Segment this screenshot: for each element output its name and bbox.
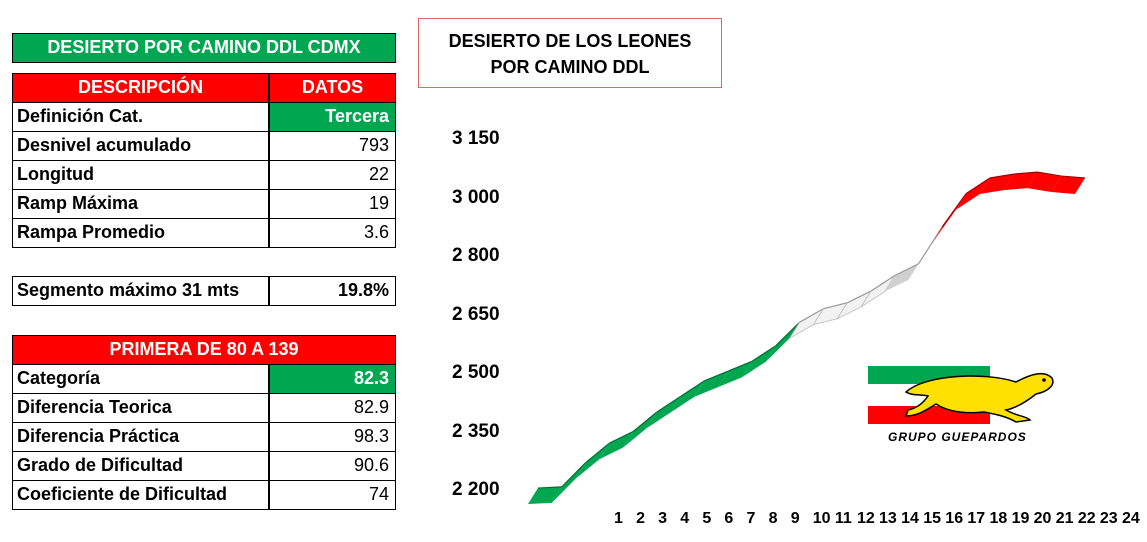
chart-title: DESIERTO DE LOS LEONES POR CAMINO DDL <box>418 18 722 88</box>
x-tick-label: 16 <box>945 510 964 527</box>
x-tick-label: 7 <box>746 510 756 527</box>
main-title: DESIERTO POR CAMINO DDL CDMX <box>12 33 396 63</box>
segment-label: Segmento máximo 31 mts <box>12 276 269 306</box>
profile-edge <box>918 226 943 265</box>
profile-edge <box>585 442 610 464</box>
profile-edge <box>656 395 682 413</box>
profile-segment <box>528 486 562 505</box>
profile-segment <box>956 178 990 210</box>
profile-edge <box>537 486 562 489</box>
table2-row-label: Categoría <box>12 364 269 394</box>
profile-edge <box>823 302 848 310</box>
y-tick-label: 2 350 <box>452 420 500 442</box>
profile-edge <box>989 173 1014 179</box>
profile-segment <box>551 462 586 503</box>
profile-segment <box>765 322 800 362</box>
x-tick-label: 12 <box>856 510 875 527</box>
profile-edge <box>799 308 824 323</box>
table2-row-label: Coeficiente de Dificultad <box>12 480 269 510</box>
profile-edge <box>1013 171 1038 175</box>
y-tick-label: 3 000 <box>452 186 500 208</box>
x-tick-label: 15 <box>923 510 941 527</box>
x-tick-label: 19 <box>1011 510 1030 527</box>
profile-segment <box>718 361 753 388</box>
table1-header-data: DATOS <box>269 73 396 103</box>
x-tick-label: 3 <box>658 510 668 527</box>
x-tick-label: 23 <box>1099 510 1118 527</box>
x-tick-label: 2 <box>636 510 645 527</box>
x-tick-label: 1 <box>614 510 623 527</box>
cheetah-logo-icon <box>868 366 1054 424</box>
x-tick-label: 5 <box>702 510 712 527</box>
profile-edge <box>751 345 777 362</box>
table2-row-label: Grado de Dificultad <box>12 451 269 481</box>
table2-row-label: Diferencia Práctica <box>12 422 269 452</box>
profile-segment <box>1003 172 1038 191</box>
profile-segment <box>742 345 776 378</box>
profile-edge <box>1037 171 1062 177</box>
table1-row-value: 3.6 <box>269 218 396 248</box>
table2-row-value: 98.3 <box>269 422 396 452</box>
logo-text: GRUPO GUEPARDOS <box>888 430 1027 444</box>
x-tick-label: 22 <box>1077 510 1096 527</box>
profile-edge <box>846 290 872 304</box>
profile-segment <box>670 380 705 413</box>
profile-segment <box>860 275 896 308</box>
x-tick-label: 8 <box>768 510 778 527</box>
profile-segment <box>575 443 610 479</box>
y-tick-label: 3 150 <box>452 128 500 149</box>
profile-segment <box>1051 176 1085 194</box>
guepardos-logo: GRUPO GUEPARDOS <box>866 364 1066 454</box>
profile-edge <box>965 177 991 195</box>
x-tick-label: 11 <box>834 510 852 527</box>
profile-edge <box>894 263 919 277</box>
table2-row-value: 74 <box>269 480 396 510</box>
x-tick-label: 4 <box>680 510 690 527</box>
x-tick-label: 10 <box>812 510 831 527</box>
profile-segment <box>623 412 657 448</box>
profile-edge <box>632 411 658 432</box>
profile-edge <box>609 430 634 444</box>
x-tick-label: 24 <box>1122 510 1140 527</box>
y-tick-label: 2 650 <box>452 303 500 325</box>
y-tick-label: 2 200 <box>452 479 500 500</box>
chart-title-line-2: POR CAMINO DDL <box>490 57 650 77</box>
profile-segment <box>1027 172 1062 193</box>
x-tick-label: 14 <box>901 510 919 527</box>
table1-row-label: Desnivel acumulado <box>12 131 269 161</box>
y-tick-label: 2 800 <box>452 245 500 266</box>
x-tick-label: 17 <box>967 510 986 527</box>
profile-segment <box>884 263 919 292</box>
profile-edge <box>870 274 896 292</box>
profile-segment <box>599 431 634 460</box>
profile-edge <box>1061 175 1086 179</box>
table2-row-value: 82.3 <box>269 364 396 394</box>
x-tick-label: 6 <box>724 510 734 527</box>
chart-title-line-1: DESIERTO DE LOS LEONES <box>448 31 692 51</box>
table1-row-label: Rampa Promedio <box>12 218 269 248</box>
x-tick-label: 18 <box>989 510 1008 527</box>
profile-segment <box>979 174 1014 194</box>
x-tick-label: 20 <box>1033 510 1052 527</box>
table1-row-value: 22 <box>269 160 396 190</box>
table2-row-value: 82.9 <box>269 393 396 423</box>
table1-row-value: Tercera <box>269 102 396 132</box>
profile-edge <box>704 370 729 382</box>
table2-header: PRIMERA DE 80 A 139 <box>12 335 396 365</box>
profile-edge <box>728 360 753 372</box>
segment-value: 19.8% <box>269 276 396 306</box>
table1-row-value: 793 <box>269 131 396 161</box>
profile-edge <box>680 380 705 397</box>
profile-segment <box>646 396 681 428</box>
x-tick-label: 9 <box>790 510 800 527</box>
profile-segment <box>694 371 729 397</box>
x-tick-label: 21 <box>1055 510 1074 527</box>
x-tick-label: 13 <box>879 510 897 527</box>
y-tick-label: 2 500 <box>452 362 500 383</box>
profile-edge <box>941 193 967 228</box>
profile-edge <box>775 321 801 347</box>
table1-row-label: Ramp Máxima <box>12 189 269 219</box>
profile-edge <box>561 462 586 488</box>
